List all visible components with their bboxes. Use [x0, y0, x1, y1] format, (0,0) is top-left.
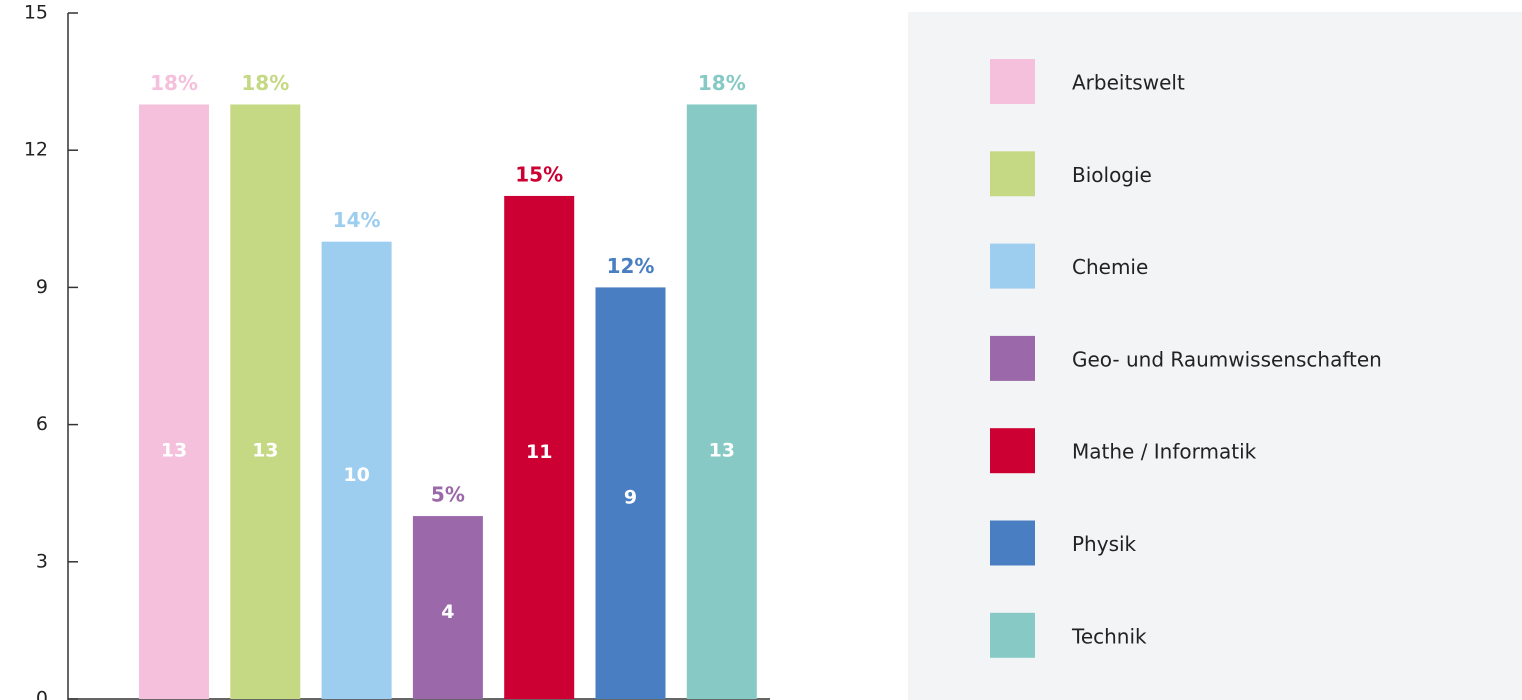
- bar: [504, 195, 575, 699]
- bar: [595, 287, 666, 699]
- value-label: 4: [441, 601, 454, 623]
- y-tick-label: 3: [36, 550, 48, 572]
- share-label: 18%: [150, 71, 198, 95]
- legend-swatch: [990, 520, 1035, 566]
- legend-swatch: [990, 59, 1035, 104]
- y-tick-label: 6: [36, 413, 48, 435]
- legend-swatch: [990, 335, 1035, 381]
- share-label: 5%: [431, 483, 465, 507]
- value-label: 9: [624, 487, 637, 509]
- y-tick-label: 0: [36, 688, 48, 700]
- bar: [230, 104, 301, 699]
- legend-label: Geo- und Raumwissenschaften: [1072, 347, 1382, 371]
- y-tick-label: 12: [24, 139, 48, 161]
- value-label: 13: [161, 440, 187, 462]
- bar: [686, 104, 757, 699]
- legend-label: Physik: [1072, 532, 1137, 556]
- share-label: 18%: [698, 71, 746, 95]
- share-label: 14%: [333, 208, 381, 232]
- legend-label: Chemie: [1072, 255, 1148, 279]
- legend-swatch: [990, 243, 1035, 289]
- bar: [412, 516, 483, 699]
- bar: [139, 104, 209, 699]
- value-label: 10: [343, 464, 369, 486]
- legend-swatch: [990, 428, 1035, 474]
- legend-label: Technik: [1071, 624, 1147, 648]
- value-label: 13: [252, 440, 278, 462]
- bar: [321, 241, 392, 699]
- legend-label: Mathe / Informatik: [1072, 440, 1257, 464]
- legend-label: Arbeitswelt: [1072, 71, 1185, 95]
- value-label: 13: [709, 440, 735, 462]
- value-label: 11: [526, 441, 552, 463]
- legend-label: Biologie: [1072, 163, 1152, 187]
- legend-swatch: [990, 612, 1035, 658]
- share-label: 15%: [515, 162, 563, 186]
- share-label: 18%: [241, 71, 289, 95]
- y-tick-label: 9: [36, 276, 48, 298]
- legend-swatch: [990, 151, 1035, 197]
- share-label: 12%: [607, 254, 655, 278]
- y-tick-label: 15: [24, 2, 48, 24]
